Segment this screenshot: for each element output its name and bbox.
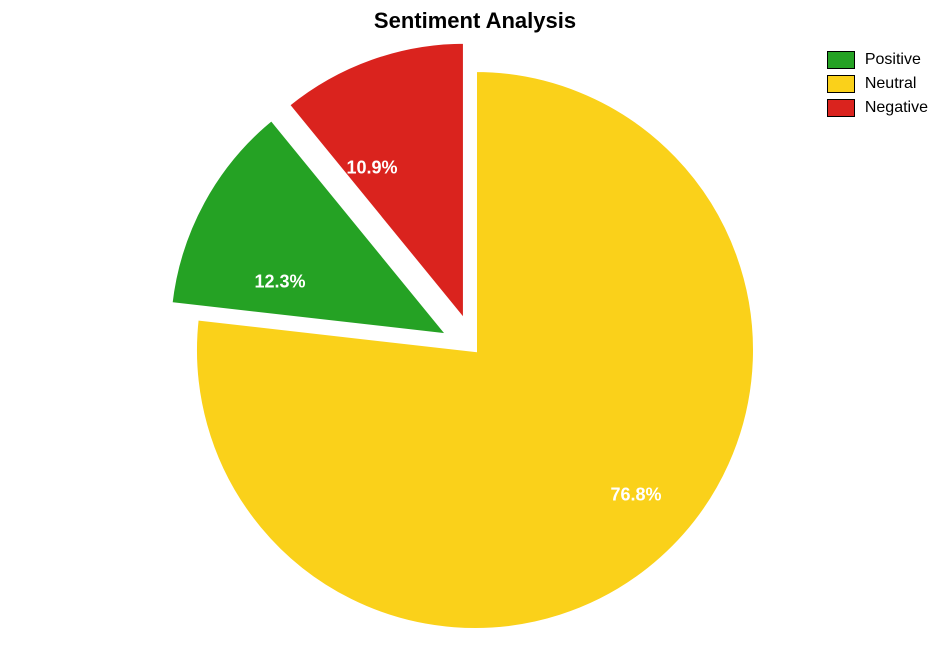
slice-label-negative: 10.9% xyxy=(346,158,397,179)
legend-swatch-neutral xyxy=(827,75,855,93)
slice-label-positive: 12.3% xyxy=(254,272,305,293)
pie-chart-container: Sentiment Analysis PositiveNeutralNegati… xyxy=(0,0,950,662)
legend-swatch-negative xyxy=(827,99,855,117)
chart-legend: Positive Neutral Negative xyxy=(827,48,928,120)
slice-label-neutral: 76.8% xyxy=(610,485,661,506)
legend-item-negative: Negative xyxy=(827,96,928,120)
pie-svg xyxy=(0,0,950,662)
legend-label-negative: Negative xyxy=(865,99,928,117)
legend-swatch-positive xyxy=(827,51,855,69)
legend-item-neutral: Neutral xyxy=(827,72,928,96)
legend-label-neutral: Neutral xyxy=(865,75,917,93)
legend-label-positive: Positive xyxy=(865,51,921,69)
legend-item-positive: Positive xyxy=(827,48,928,72)
